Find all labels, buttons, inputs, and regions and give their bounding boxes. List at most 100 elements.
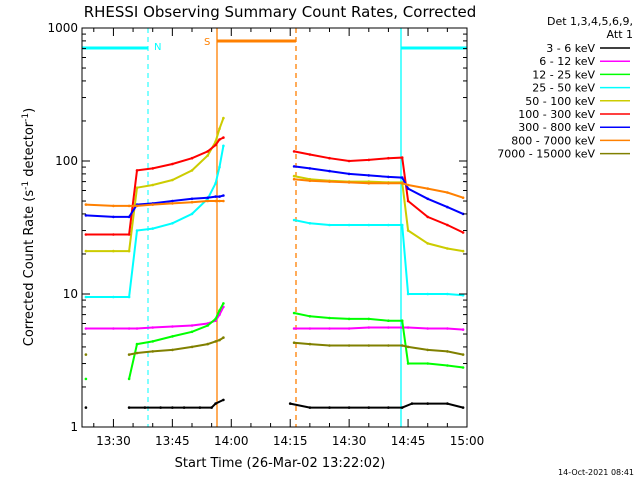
data-point (461, 293, 465, 297)
data-point (308, 179, 312, 183)
data-point (218, 165, 221, 169)
data-point (151, 183, 154, 187)
data-point (446, 292, 449, 296)
legend-header-2: Att 1 (607, 28, 633, 41)
y-axis-label-part3: ) (22, 108, 37, 113)
data-point (292, 177, 296, 181)
data-point (171, 202, 174, 205)
x-tick-label: 15:00 (450, 434, 485, 448)
data-point (112, 215, 115, 219)
data-point (127, 327, 131, 330)
data-point (308, 153, 312, 156)
series-line (294, 341, 464, 356)
data-point (400, 344, 404, 347)
series-line (128, 302, 225, 380)
data-point (190, 330, 194, 334)
data-point (426, 197, 430, 201)
data-point (214, 140, 217, 143)
data-point (387, 156, 390, 160)
data-point (171, 162, 174, 166)
data-point (461, 231, 465, 234)
data-point (347, 406, 351, 409)
y-axis-label-sup1: -1 (21, 181, 31, 190)
data-point (446, 327, 449, 330)
data-point (218, 195, 221, 198)
data-point (84, 377, 88, 381)
data-point (292, 165, 296, 168)
data-point (143, 406, 147, 409)
data-point (214, 317, 217, 321)
data-point (135, 327, 139, 330)
data-point (400, 176, 404, 179)
series-line (293, 175, 464, 253)
data-point (328, 156, 331, 160)
data-point (190, 156, 194, 160)
data-point (328, 327, 331, 330)
marker-label-n: N (154, 42, 161, 53)
legend-label: 6 - 12 keV (539, 55, 595, 68)
data-point (461, 196, 465, 199)
y-tick-label: 1000 (47, 21, 78, 35)
data-point (406, 292, 410, 296)
data-point (218, 138, 221, 141)
legend-header-1: Det 1,3,4,5,6,9, (547, 15, 633, 28)
data-point (387, 319, 390, 323)
series-line (293, 150, 464, 234)
data-point (84, 406, 88, 409)
data-point (328, 344, 331, 347)
y-axis: 1 10 100 1000 (47, 21, 467, 434)
data-point (198, 406, 202, 409)
data-point (210, 406, 213, 409)
data-point (84, 214, 88, 217)
data-point (206, 324, 209, 327)
legend-label: 3 - 6 keV (546, 42, 595, 55)
data-point (406, 229, 410, 232)
data-point (84, 203, 88, 206)
data-point (218, 309, 221, 312)
data-point (292, 150, 296, 153)
data-point (127, 353, 131, 356)
data-point (135, 169, 139, 172)
data-point (328, 180, 331, 183)
y-axis-label-part1: Corrected Count Rate (s (22, 190, 37, 347)
data-point (214, 199, 217, 203)
legend-label: 25 - 50 keV (532, 82, 595, 95)
legend-label: 100 - 300 keV (518, 108, 595, 121)
plot-frame (81, 27, 468, 428)
data-point (214, 340, 217, 343)
marker-label-s: S (204, 37, 210, 48)
series-line (290, 402, 464, 409)
data-point (288, 402, 292, 405)
footer-timestamp: 14-Oct-2021 08:41 (558, 468, 634, 477)
data-point (151, 340, 154, 343)
data-point (426, 242, 430, 245)
data-point (446, 350, 449, 353)
data-point (112, 204, 115, 208)
data-point (171, 325, 174, 328)
data-point (400, 406, 404, 409)
data-point (190, 197, 194, 201)
series-layer (84, 116, 465, 409)
data-point (347, 181, 351, 184)
data-point (367, 406, 371, 409)
data-point (406, 187, 410, 190)
data-point (387, 326, 390, 329)
series-line (85, 136, 224, 236)
data-point (367, 158, 371, 162)
data-point (151, 203, 154, 206)
data-point (446, 191, 449, 194)
data-point (84, 353, 88, 356)
data-point (84, 233, 88, 236)
series-line (294, 326, 464, 331)
data-point (347, 344, 351, 347)
data-point (135, 204, 139, 208)
data-point (171, 406, 174, 409)
data-point (127, 406, 131, 409)
data-point (214, 402, 217, 405)
data-point (127, 377, 131, 381)
data-point (206, 154, 209, 157)
data-point (84, 327, 88, 330)
data-point (328, 223, 331, 227)
data-point (426, 362, 430, 365)
data-point (127, 295, 131, 299)
